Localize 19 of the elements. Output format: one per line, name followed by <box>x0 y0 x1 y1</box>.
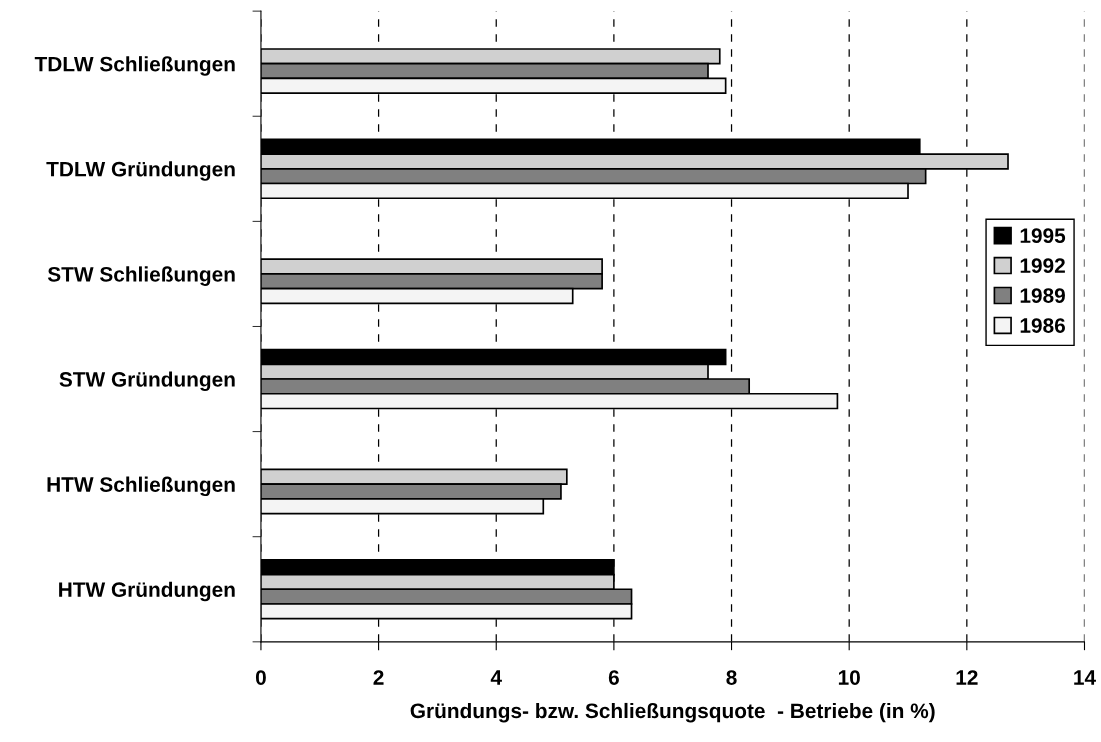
legend-label: 1986 <box>1020 318 1065 333</box>
x-tick-label: 4 <box>490 670 502 685</box>
y-tick-label: TDLW Gründungen <box>46 161 235 181</box>
x-tick-label: 2 <box>373 670 384 685</box>
x-tick-label: 0 <box>255 670 266 685</box>
x-tick-label: 8 <box>726 670 737 685</box>
x-axis-title: Gründungs- bzw. Schließungsquote - Betriebe (in %) <box>410 702 935 723</box>
legend-label: 1995 <box>1020 228 1066 244</box>
x-tick-label: 6 <box>608 670 619 685</box>
y-tick-label: TDLW Schließungen <box>34 56 235 76</box>
x-tick-label: 14 <box>1074 670 1096 685</box>
y-tick-label: STW Gründungen <box>59 371 235 391</box>
legend-label: 1989 <box>1020 288 1065 303</box>
y-tick-label: HTW Schließungen <box>47 476 235 497</box>
legend-label: 1992 <box>1020 258 1065 273</box>
y-tick-label: HTW Gründungen <box>59 581 235 602</box>
x-tick-label: 10 <box>838 670 860 685</box>
y-tick-label: STW Schließungen <box>47 266 235 286</box>
x-tick-label: 12 <box>956 670 978 685</box>
